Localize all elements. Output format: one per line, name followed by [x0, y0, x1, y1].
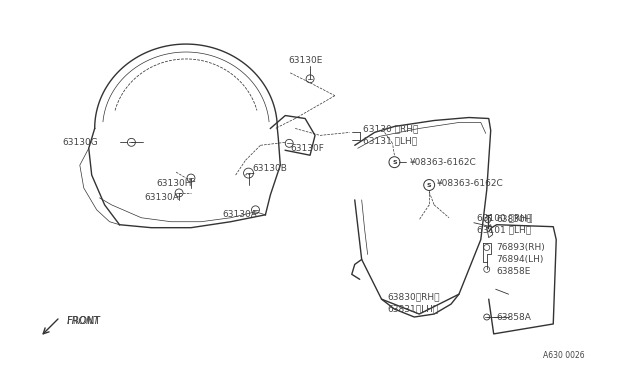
- Text: 63101 〈LH〉: 63101 〈LH〉: [477, 225, 531, 234]
- Text: 63131 〈LH〉: 63131 〈LH〉: [363, 136, 417, 145]
- Text: 63130B: 63130B: [253, 164, 287, 173]
- Text: S: S: [392, 160, 397, 165]
- Text: 63100 〈RH〉: 63100 〈RH〉: [477, 213, 532, 222]
- Text: 63830〈RH〉: 63830〈RH〉: [387, 293, 440, 302]
- Text: FRONT: FRONT: [67, 316, 100, 326]
- Text: 63130G: 63130G: [62, 138, 98, 147]
- Text: 63130A: 63130A: [145, 193, 179, 202]
- Text: 63130H: 63130H: [156, 179, 192, 187]
- Text: 63130A: 63130A: [223, 210, 258, 219]
- Text: A630 0026: A630 0026: [543, 351, 585, 360]
- Text: ¥08363-6162C: ¥08363-6162C: [410, 158, 476, 167]
- Text: 76893(RH): 76893(RH): [497, 243, 545, 252]
- Text: 63130F: 63130F: [290, 144, 324, 153]
- Text: 63831〈LH〉: 63831〈LH〉: [387, 305, 439, 314]
- Text: 63858A: 63858A: [497, 312, 532, 321]
- Text: ¥08363-6162C: ¥08363-6162C: [437, 179, 504, 187]
- Text: S: S: [427, 183, 431, 187]
- Text: 63130E: 63130E: [288, 57, 323, 65]
- Text: 63858E: 63858E: [497, 267, 531, 276]
- Text: 63130 〈RH〉: 63130 〈RH〉: [363, 124, 418, 133]
- Text: 63830H: 63830H: [497, 215, 532, 224]
- Text: 76894(LH): 76894(LH): [497, 255, 544, 264]
- Text: FRONT: FRONT: [67, 316, 100, 326]
